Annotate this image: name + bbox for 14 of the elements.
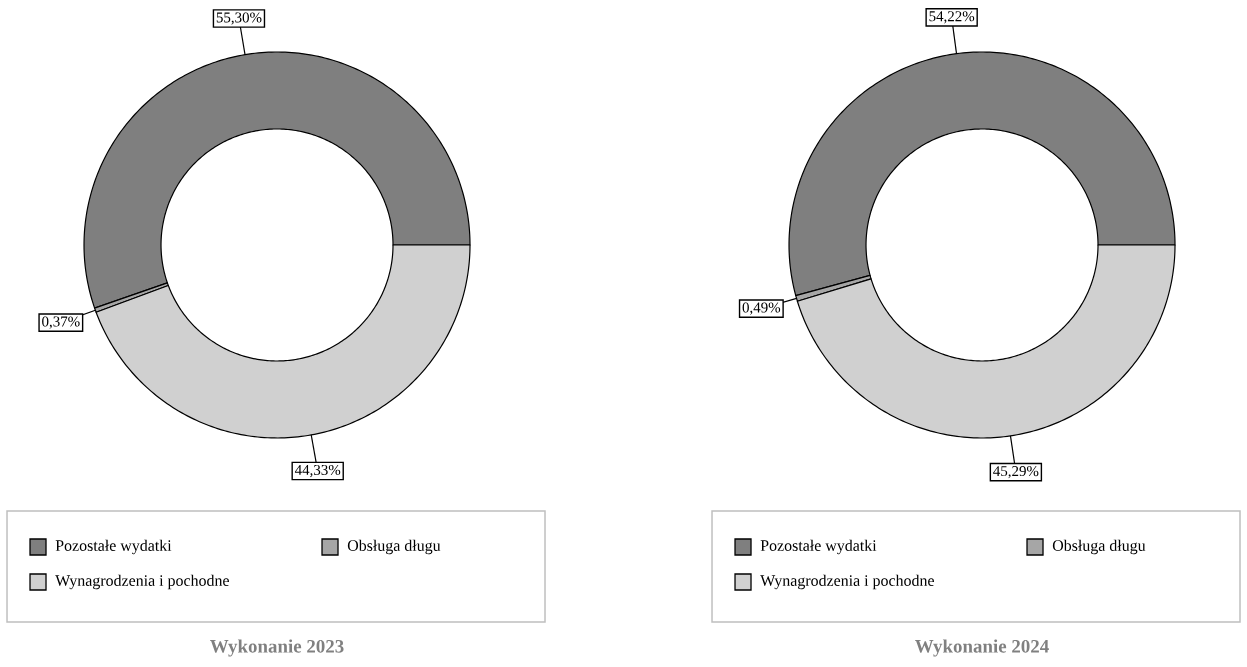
data-label: 0,37%	[42, 316, 80, 329]
text: Wykonanie 2024	[915, 639, 1049, 657]
legend-label: Wynagrodzenia i pochodne	[760, 574, 934, 590]
data-label: 44,33%	[294, 464, 341, 478]
legend-label: Pozostałe wydatki	[760, 539, 877, 555]
legend-label: Wynagrodzenia i pochodne	[55, 574, 229, 590]
legend-label: Obsługa długu	[347, 539, 441, 555]
legend-label: Obsługa długu	[1052, 539, 1146, 555]
text: Wykonanie 2023	[210, 639, 344, 657]
data-label: 45,29%	[993, 466, 1039, 479]
data-label: 55,30%	[216, 12, 262, 25]
data-label: 0,49%	[742, 302, 781, 315]
legend-label: Pozostałe wydatki	[55, 539, 172, 555]
data-label: 54,22%	[929, 11, 975, 24]
